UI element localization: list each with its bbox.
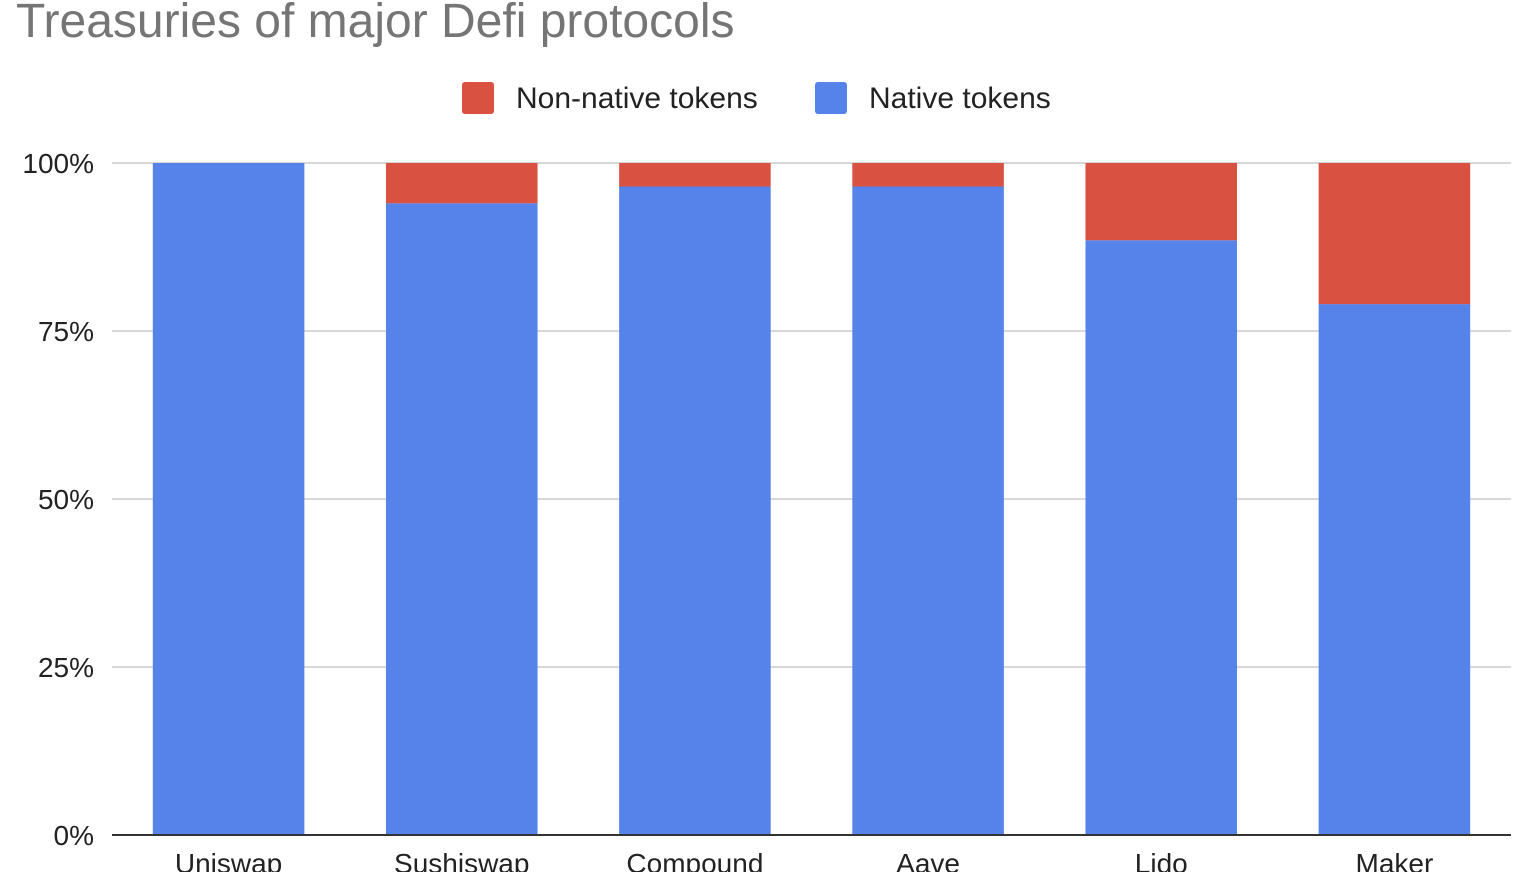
bar-compound-non-native-tokens [619, 163, 771, 187]
x-tick-label-sushiswap: Sushiswap [394, 848, 529, 872]
y-tick-label-50: 50% [38, 484, 94, 515]
legend-label-non-native-tokens: Non-native tokens [516, 82, 758, 115]
chart-title: Treasuries of major Defi protocols [16, 0, 734, 48]
bar-maker-native-tokens [1318, 304, 1471, 835]
x-tick-label-uniswap: Uniswap [175, 848, 282, 872]
bar-compound-native-tokens [619, 186, 771, 835]
bar-uniswap-native-tokens [152, 163, 305, 835]
legend: Non-native tokens Native tokens [462, 82, 1051, 115]
bar-aave-non-native-tokens [852, 163, 1004, 187]
y-tick-label-75: 75% [38, 316, 94, 347]
bar-lido-non-native-tokens [1085, 163, 1238, 241]
bar-sushiswap-non-native-tokens [385, 163, 538, 204]
x-tick-label-aave: Aave [896, 848, 960, 872]
bar-sushiswap-native-tokens [385, 203, 538, 835]
y-tick-label-100: 100% [22, 148, 94, 179]
bar-lido-native-tokens [1085, 240, 1238, 835]
y-tick-label-25: 25% [38, 652, 94, 683]
bars [152, 163, 1471, 835]
x-tick-label-lido: Lido [1135, 848, 1188, 872]
x-tick-label-compound: Compound [626, 848, 763, 872]
legend-label-native-tokens: Native tokens [869, 82, 1051, 115]
bar-maker-non-native-tokens [1318, 163, 1471, 305]
x-tick-label-maker: Maker [1356, 848, 1434, 872]
gridlines [112, 162, 1511, 668]
y-tick-label-0: 0% [54, 820, 94, 851]
bar-aave-native-tokens [852, 186, 1004, 835]
legend-swatch-native-tokens [815, 82, 847, 114]
x-axis-labels: Uniswap Sushiswap Compound Aave Lido Maker [175, 848, 1433, 872]
y-axis-ticks: 0% 25% 50% 75% 100% [22, 148, 94, 851]
legend-swatch-non-native-tokens [462, 82, 494, 114]
